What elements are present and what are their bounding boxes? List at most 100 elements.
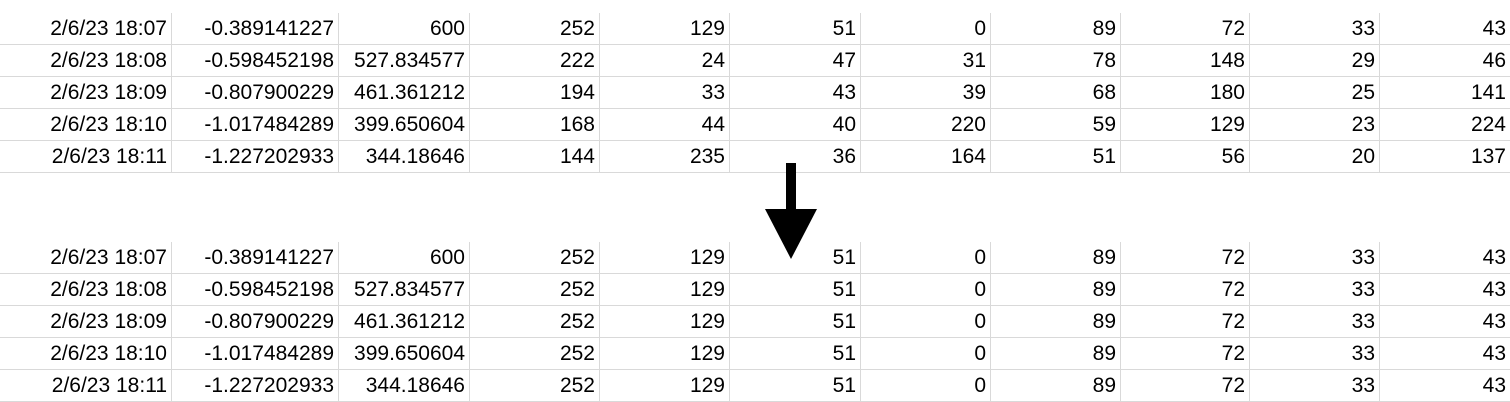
table-cell[interactable]: 129 — [600, 274, 730, 305]
table-cell[interactable]: 43 — [1482, 342, 1506, 365]
table-cell[interactable]: 2/6/23 18:09 — [0, 77, 172, 108]
table-cell[interactable]: 0 — [861, 370, 991, 401]
table-cell[interactable]: 129 — [600, 370, 730, 401]
table-cell[interactable]: 33 — [600, 77, 730, 108]
table-cell[interactable]: 144 — [470, 141, 600, 172]
table-cell[interactable]: 43 — [1482, 374, 1506, 397]
table-cell[interactable]: 33 — [1250, 274, 1380, 305]
table-cell[interactable]: 129 — [600, 306, 730, 337]
table-cell[interactable]: 252 — [470, 338, 600, 369]
table-cell[interactable]: 252 — [470, 306, 600, 337]
table-cell[interactable]: 224 — [1470, 113, 1506, 136]
table-cell[interactable]: 89 — [991, 370, 1121, 401]
table-cell[interactable]: 43 — [730, 77, 861, 108]
table-cell[interactable]: 51 — [730, 242, 861, 273]
table-cell[interactable]: 59 — [991, 109, 1121, 140]
table-cell[interactable]: 2/6/23 18:08 — [0, 274, 172, 305]
table-cell[interactable]: 129 — [600, 242, 730, 273]
table-cell[interactable]: 129 — [1121, 109, 1250, 140]
table-cell[interactable]: 527.834577 — [339, 274, 470, 305]
table-cell[interactable]: -1.227202933 — [172, 370, 339, 401]
table-cell[interactable]: 51 — [730, 370, 861, 401]
table-cell[interactable]: 78 — [991, 45, 1121, 76]
table-cell[interactable]: 72 — [1121, 370, 1250, 401]
table-cell[interactable]: 51 — [991, 141, 1121, 172]
table-cell[interactable]: 164 — [861, 141, 991, 172]
table-cell[interactable]: 235 — [600, 141, 730, 172]
table-cell[interactable]: 0 — [861, 13, 991, 44]
table-cell[interactable]: 72 — [1121, 13, 1250, 44]
table-cell[interactable]: 51 — [730, 338, 861, 369]
table-cell[interactable]: -0.807900229 — [172, 77, 339, 108]
table-cell[interactable]: -0.598452198 — [172, 274, 339, 305]
table-cell[interactable]: 180 — [1121, 77, 1250, 108]
table-cell[interactable]: 461.361212 — [339, 306, 470, 337]
table-cell[interactable]: 20 — [1250, 141, 1380, 172]
table-cell[interactable]: 72 — [1121, 274, 1250, 305]
table-cell[interactable]: 43 — [1482, 246, 1506, 269]
table-cell[interactable]: 2/6/23 18:09 — [0, 306, 172, 337]
table-cell[interactable]: -1.017484289 — [172, 109, 339, 140]
table-cell[interactable]: 25 — [1250, 77, 1380, 108]
table-cell[interactable]: 89 — [991, 242, 1121, 273]
table-cell[interactable]: 252 — [470, 370, 600, 401]
table-cell[interactable]: 2/6/23 18:07 — [0, 242, 172, 273]
table-cell[interactable]: 141 — [1470, 81, 1506, 104]
table-cell[interactable]: -1.227202933 — [172, 141, 339, 172]
table-cell[interactable]: 47 — [730, 45, 861, 76]
table-cell[interactable]: 44 — [600, 109, 730, 140]
table-cell[interactable]: 33 — [1250, 306, 1380, 337]
table-cell[interactable]: 344.18646 — [339, 141, 470, 172]
table-cell[interactable]: 51 — [730, 306, 861, 337]
table-cell[interactable]: 344.18646 — [339, 370, 470, 401]
table-cell[interactable]: -0.598452198 — [172, 45, 339, 76]
table-cell[interactable]: 33 — [1250, 13, 1380, 44]
table-cell[interactable]: 89 — [991, 13, 1121, 44]
table-cell[interactable]: -0.807900229 — [172, 306, 339, 337]
table-cell[interactable]: 2/6/23 18:11 — [0, 141, 172, 172]
table-cell[interactable]: 527.834577 — [339, 45, 470, 76]
table-cell[interactable]: 43 — [1482, 17, 1506, 40]
table-cell[interactable]: -1.017484289 — [172, 338, 339, 369]
table-cell[interactable]: 29 — [1250, 45, 1380, 76]
table-cell[interactable]: 137 — [1470, 145, 1506, 168]
table-cell[interactable]: 148 — [1121, 45, 1250, 76]
table-cell[interactable]: 129 — [600, 338, 730, 369]
table-cell[interactable]: 46 — [1482, 49, 1506, 72]
table-cell[interactable]: 33 — [1250, 370, 1380, 401]
table-cell[interactable]: 129 — [600, 13, 730, 44]
table-cell[interactable]: 399.650604 — [339, 338, 470, 369]
table-cell[interactable]: 2/6/23 18:10 — [0, 338, 172, 369]
table-cell[interactable]: 2/6/23 18:11 — [0, 370, 172, 401]
table-cell[interactable]: 252 — [470, 13, 600, 44]
table-cell[interactable]: 0 — [861, 338, 991, 369]
table-cell[interactable]: 33 — [1250, 242, 1380, 273]
table-cell[interactable]: 31 — [861, 45, 991, 76]
table-cell[interactable]: 600 — [339, 242, 470, 273]
table-cell[interactable]: 89 — [991, 306, 1121, 337]
table-cell[interactable]: 72 — [1121, 338, 1250, 369]
table-cell[interactable]: 43 — [1482, 278, 1506, 301]
table-cell[interactable]: 72 — [1121, 242, 1250, 273]
table-cell[interactable]: 252 — [470, 274, 600, 305]
table-cell[interactable]: 2/6/23 18:08 — [0, 45, 172, 76]
table-cell[interactable]: 24 — [600, 45, 730, 76]
table-cell[interactable]: 194 — [470, 77, 600, 108]
table-cell[interactable]: 399.650604 — [339, 109, 470, 140]
table-cell[interactable]: 72 — [1121, 306, 1250, 337]
table-cell[interactable]: 39 — [861, 77, 991, 108]
table-cell[interactable]: 461.361212 — [339, 77, 470, 108]
table-cell[interactable]: 43 — [1482, 310, 1506, 333]
table-cell[interactable]: 2/6/23 18:07 — [0, 13, 172, 44]
table-cell[interactable]: 0 — [861, 242, 991, 273]
table-cell[interactable]: 222 — [470, 45, 600, 76]
table-cell[interactable]: 23 — [1250, 109, 1380, 140]
table-cell[interactable]: 0 — [861, 274, 991, 305]
table-cell[interactable]: 252 — [470, 242, 600, 273]
table-cell[interactable]: -0.389141227 — [172, 13, 339, 44]
table-cell[interactable]: 68 — [991, 77, 1121, 108]
table-cell[interactable]: 0 — [861, 306, 991, 337]
table-cell[interactable]: 89 — [991, 338, 1121, 369]
table-cell[interactable]: 33 — [1250, 338, 1380, 369]
table-cell[interactable]: 36 — [730, 141, 861, 172]
